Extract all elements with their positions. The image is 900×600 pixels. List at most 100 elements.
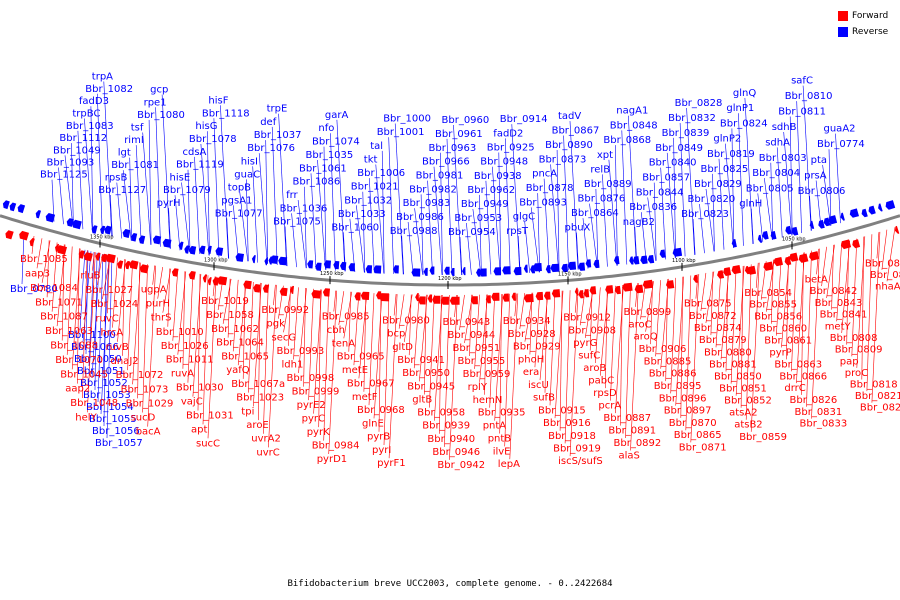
gene-label: Bbr_1000 [383,114,431,125]
leader-line [589,203,598,268]
leader-line [103,81,113,237]
gene-label: Bbr_0833 [800,419,848,430]
gene-label: Bbr_0908 [568,325,616,336]
gene-label: aap3 [25,268,50,279]
leader-line [796,101,802,234]
gene-label: Bbr_0870 [669,418,717,429]
leader-line [318,289,321,428]
reverse-gene [215,247,224,256]
leader-line [82,250,88,399]
leader-line [686,107,695,255]
leader-line [110,194,113,237]
gene-label: Bbr_0841 [820,310,868,321]
gene-label: nagA1 [616,106,648,117]
gene-label: yafQ [226,365,250,376]
gene-label: Bbr_1083 [66,121,114,132]
gene-label: Bbr_0823 [681,209,729,220]
forward-gene [605,285,614,294]
gene-label: Bbr_0832 [668,113,716,124]
gene-label: Bbr_1071 [35,297,83,308]
gene-label: Bbr_0806 [798,186,846,197]
leader-line [789,116,793,236]
forward-gene [427,294,433,303]
leader-line [685,275,692,431]
leader-line [610,285,616,401]
leader-line [336,119,346,272]
gene-label: Bbr_0897 [664,406,712,417]
gene-label: ruvC [95,313,118,324]
gene-label: glgC [513,212,535,223]
gene-label: Bbr_0893 [519,197,567,208]
leader-line [172,269,179,341]
gene-label: Bbr_0851 [719,384,767,395]
forward-gene [551,289,561,298]
gene-label: Bbr_0852 [724,396,772,407]
gene-label: Bbr_0811 [778,107,826,118]
leader-line [576,232,579,270]
gene-label: pap [840,356,859,367]
forward-gene [117,260,124,269]
gene-label: bacA [136,427,161,438]
legend-forward-label: Forward [852,11,889,21]
gene-label: gcp [150,85,168,96]
leader-line [378,293,382,432]
gene-label: metY [825,321,852,332]
gene-label: Bbr_1051 [77,366,125,377]
reverse-gene [444,266,450,275]
leader-line [207,131,210,256]
forward-gene [129,260,139,270]
forward-gene [693,274,699,283]
forward-gene [589,286,597,295]
leader-line [680,276,684,418]
leader-line [745,264,752,420]
leader-line [673,137,676,258]
tick-label: 1100 kbp [672,258,696,264]
gene-label: tenA [332,338,355,349]
gene-label: sdhB [772,122,797,133]
leader-line [393,293,397,316]
gene-label: Bbr_1029 [126,398,174,409]
gene-label: Bbr_0944 [448,330,496,341]
gene-label: Bbr_0885 [644,356,692,367]
leader-line [783,131,792,236]
gene-label: Bbr_0824 [720,118,768,129]
gene-label: metE [342,365,368,376]
gene-label: atsB2 [734,420,762,431]
gene-label: ilvE [493,446,511,457]
gene-label: Bbr_0849 [655,143,703,154]
gene-label: tal [370,141,383,152]
leader-line [444,294,450,447]
gene-label: Bbr_1100 [68,330,116,341]
forward-gene [634,284,644,294]
reverse-gene [411,268,421,277]
gene-label: garA [325,110,349,121]
leader-line [116,182,123,239]
gene-label: Bbr_0868 [603,135,651,146]
leader-line [886,227,896,282]
gene-label: Bbr_0810 [785,91,833,102]
gene-label: iscU [528,380,549,391]
gene-label: Bbr_0857 [642,173,690,184]
leader-line [51,242,58,312]
leader-line [861,236,865,380]
leader-line [92,252,95,271]
reverse-gene [585,259,592,268]
gene-label: Bbr_0875 [684,299,732,310]
gene-label: Bbr_1086 [293,177,341,188]
forward-gene [360,291,370,300]
leader-line [310,173,317,270]
gene-label: Bbr_0804 [752,168,800,179]
gene-label: Bbr_1030 [176,383,224,394]
leader-line [381,150,385,274]
gene-label: apt [191,424,207,435]
gene-label: alaS [619,451,640,462]
leader-line [308,288,314,401]
leader-line [97,93,103,235]
leader-line [699,203,705,254]
leader-line [157,267,163,299]
leader-line [543,178,550,272]
gene-label: pyrG [573,338,597,349]
leader-line [127,260,133,371]
gene-label: Bbr_0916 [543,418,591,429]
leader-line [725,268,729,372]
